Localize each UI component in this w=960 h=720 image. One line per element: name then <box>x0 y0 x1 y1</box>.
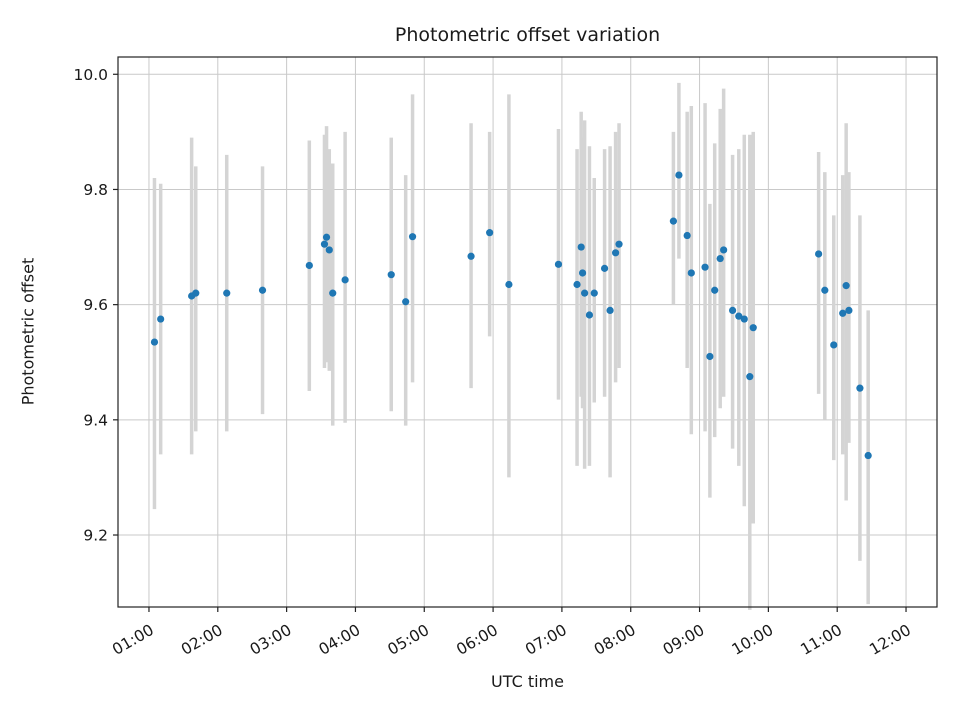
data-point <box>615 240 623 248</box>
data-point <box>320 240 329 248</box>
data-point <box>341 276 349 284</box>
data-point <box>821 286 829 294</box>
x-tick-label: 04:00 <box>316 621 364 659</box>
x-tick-label: 02:00 <box>178 621 226 659</box>
x-tick-label: 01:00 <box>109 621 157 659</box>
data-point <box>735 312 743 320</box>
data-point <box>325 246 333 254</box>
x-tick-label: 03:00 <box>247 621 295 659</box>
x-tick-label: 06:00 <box>453 621 501 659</box>
data-point <box>150 338 159 346</box>
data-point <box>706 352 714 361</box>
data-point <box>157 315 165 323</box>
data-point <box>467 252 475 260</box>
x-tick-label: 09:00 <box>660 621 708 659</box>
data-point <box>585 311 594 319</box>
data-point <box>486 229 494 237</box>
x-tick-label: 11:00 <box>798 621 846 659</box>
data-point <box>590 289 598 297</box>
data-point <box>600 264 609 272</box>
x-tick-label: 12:00 <box>866 621 914 659</box>
x-tick-label: 05:00 <box>385 621 433 659</box>
x-tick-label: 07:00 <box>522 621 570 659</box>
data-point <box>864 451 872 460</box>
data-point <box>683 231 691 240</box>
data-point <box>701 263 709 271</box>
y-tick-label: 9.4 <box>83 411 108 429</box>
x-tick-label: 08:00 <box>591 621 639 659</box>
data-point <box>716 254 724 263</box>
y-tick-label: 9.8 <box>83 181 108 199</box>
data-point <box>606 306 614 315</box>
data-point <box>749 324 757 332</box>
data-point <box>554 260 563 268</box>
data-point <box>387 271 395 279</box>
data-point <box>408 233 417 241</box>
x-axis-label: UTC time <box>491 672 564 691</box>
data-point <box>815 250 823 258</box>
y-tick-label: 9.6 <box>83 296 108 314</box>
data-point <box>845 306 853 315</box>
data-point <box>322 233 331 241</box>
data-point <box>687 269 695 277</box>
data-point <box>720 246 728 254</box>
data-point <box>577 243 585 251</box>
data-point <box>573 280 581 289</box>
data-point <box>740 315 748 323</box>
data-point <box>192 289 200 297</box>
data-point <box>611 249 620 257</box>
chart-title: Photometric offset variation <box>394 24 661 46</box>
data-point <box>711 286 719 294</box>
data-point <box>856 384 864 392</box>
y-tick-label: 9.2 <box>83 527 108 545</box>
data-point <box>578 269 587 277</box>
data-point <box>223 289 231 297</box>
x-tick-label: 10:00 <box>729 621 777 659</box>
data-point <box>842 282 850 290</box>
data-point <box>329 289 337 297</box>
data-point <box>258 286 267 294</box>
y-tick-label: 10.0 <box>73 66 108 84</box>
data-point <box>728 306 737 315</box>
axes-spines <box>117 56 938 608</box>
data-point <box>675 171 683 179</box>
data-point <box>305 261 313 270</box>
data-point <box>746 373 754 381</box>
data-point <box>830 341 838 349</box>
data-point <box>839 309 847 317</box>
data-point <box>581 289 589 297</box>
data-point <box>505 280 513 289</box>
data-point <box>669 217 678 225</box>
data-point <box>402 298 410 306</box>
